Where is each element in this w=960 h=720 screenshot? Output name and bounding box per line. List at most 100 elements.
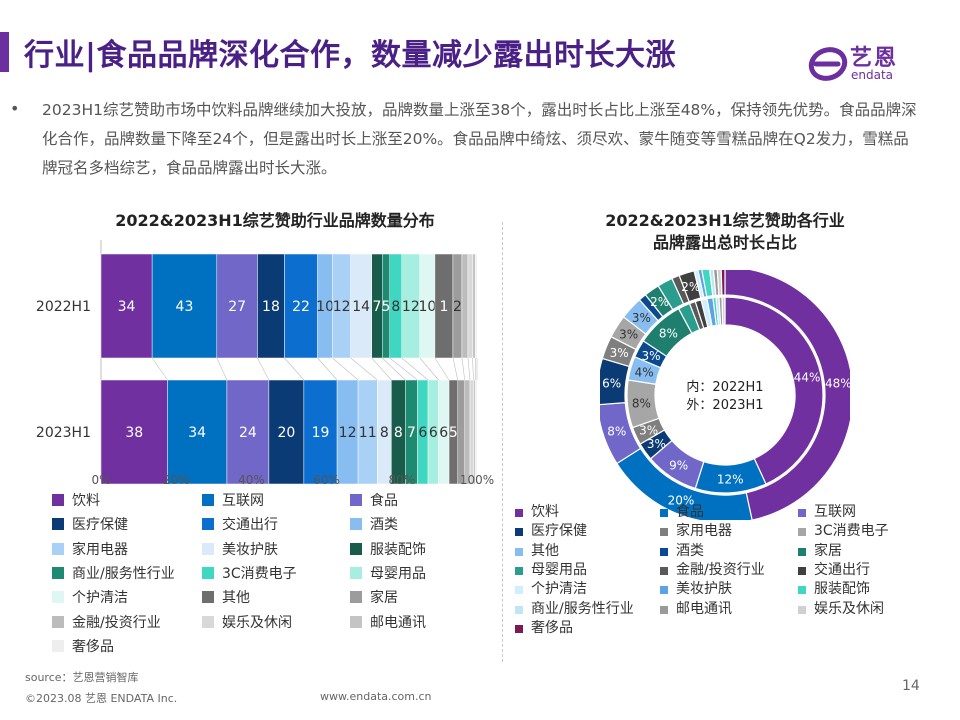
bar-segment xyxy=(268,379,305,485)
bar-series-connector xyxy=(434,357,450,381)
bar-segment xyxy=(467,253,473,359)
donut-slice xyxy=(721,296,726,326)
bar-data-label: 18 xyxy=(262,299,280,315)
donut-legend-item: 其他 xyxy=(515,542,559,560)
bar-legend-item: 娱乐及休闲 xyxy=(202,614,292,632)
bar-segment xyxy=(100,253,153,359)
bar-data-label: 34 xyxy=(118,299,136,315)
donut-legend-swatch xyxy=(798,605,806,614)
bar-legend-label: 商业/服务性行业 xyxy=(72,565,175,582)
bar-x-tick-label: 0% xyxy=(91,473,110,487)
bar-legend-label: 酒类 xyxy=(370,517,398,534)
donut-legend-item: 娱乐及休闲 xyxy=(798,600,884,618)
donut-legend-swatch xyxy=(798,566,806,575)
donut-slice xyxy=(720,270,726,296)
bullet-marker: • xyxy=(10,99,20,118)
donut-legend-item: 邮电通讯 xyxy=(660,600,732,618)
donut-legend-label: 交通出行 xyxy=(814,561,870,578)
bar-legend-item: 食品 xyxy=(350,492,398,510)
donut-legend-label: 邮电通讯 xyxy=(676,600,732,617)
bar-legend-label: 个护清洁 xyxy=(72,590,128,607)
donut-data-label: 3% xyxy=(647,437,666,451)
bar-legend-label: 奢侈品 xyxy=(72,638,114,655)
bar-legend-swatch xyxy=(52,591,64,604)
bar-series-connector xyxy=(389,357,418,381)
bar-legend-label: 3C消费电子 xyxy=(222,565,297,582)
bar-x-tick-label: 40% xyxy=(238,473,265,487)
donut-legend-label: 母婴用品 xyxy=(531,561,587,578)
bar-legend-label: 邮电通讯 xyxy=(370,614,426,631)
bar-series-connector xyxy=(467,357,471,381)
bar-data-label: 11 xyxy=(359,425,377,441)
page-number: 14 xyxy=(902,678,920,694)
donut-legend-label: 商业/服务性行业 xyxy=(531,600,634,617)
donut-center-label: 内：2022H1 xyxy=(686,379,763,395)
bar-data-label: 5 xyxy=(449,425,458,441)
bar-category-label: 2022H1 xyxy=(36,299,91,315)
donut-legend-item: 3C消费电子 xyxy=(798,522,889,540)
bar-legend-item: 酒类 xyxy=(350,516,398,534)
donut-legend-swatch xyxy=(660,586,668,595)
donut-legend-item: 金融/投资行业 xyxy=(660,561,765,579)
bar-legend-swatch xyxy=(52,518,64,531)
donut-legend-item: 商业/服务性行业 xyxy=(515,600,634,618)
bar-segment xyxy=(473,379,476,485)
bar-legend-item: 商业/服务性行业 xyxy=(52,565,175,583)
bar-data-label: 6 xyxy=(429,425,438,441)
bar-legend-swatch xyxy=(52,494,64,506)
bar-data-label: 8 xyxy=(391,299,400,315)
bar-category-label: 2023H1 xyxy=(36,425,91,441)
bar-legend-label: 食品 xyxy=(370,493,398,509)
bar-segment xyxy=(167,379,228,485)
bar-data-label: 10 xyxy=(418,299,436,315)
donut-legend-swatch xyxy=(515,566,523,575)
donut-legend-swatch xyxy=(515,624,523,633)
bar-data-label: 24 xyxy=(239,425,257,441)
bar-series-connector xyxy=(284,357,305,381)
bar-series-connector xyxy=(350,357,378,381)
bar-legend-swatch xyxy=(202,615,214,628)
bar-segment xyxy=(475,379,478,485)
bar-data-label: 12 xyxy=(339,425,357,441)
donut-data-label: 3% xyxy=(641,349,660,363)
donut-legend-item: 酒类 xyxy=(660,542,704,560)
bar-data-label: 6 xyxy=(439,425,448,441)
bar-legend-label: 家用电器 xyxy=(72,541,128,558)
bar-legend-item: 服装配饰 xyxy=(350,541,426,559)
bar-data-label: 10 xyxy=(316,299,334,315)
bar-data-label: 19 xyxy=(312,425,330,441)
donut-legend-swatch xyxy=(660,605,668,614)
bar-x-tick-label: 80% xyxy=(388,473,415,487)
bar-legend-label: 娱乐及休闲 xyxy=(222,614,292,631)
bar-series-connector xyxy=(382,357,406,381)
donut-legend-item: 服装配饰 xyxy=(798,580,870,598)
bar-legend-swatch xyxy=(202,494,214,506)
donut-legend-item: 交通出行 xyxy=(798,561,870,579)
donut-data-label: 3% xyxy=(610,346,629,360)
bar-x-tick-label: 20% xyxy=(163,473,190,487)
bar-legend-swatch xyxy=(52,542,64,555)
bar-segment xyxy=(303,379,338,485)
bar-legend-swatch xyxy=(52,639,64,652)
donut-data-label: 3% xyxy=(619,328,638,342)
bar-data-label: 5 xyxy=(382,299,391,315)
donut-data-label: 44% xyxy=(794,371,821,385)
bar-data-label: 7 xyxy=(407,425,416,441)
logo-text-cn: 艺恩 xyxy=(850,46,899,71)
donut-legend-item: 互联网 xyxy=(798,503,856,521)
bar-legend-label: 服装配饰 xyxy=(370,541,426,558)
donut-legend-item: 医疗保健 xyxy=(515,522,587,540)
donut-legend-label: 互联网 xyxy=(814,504,856,520)
bar-data-label: 12 xyxy=(333,299,351,315)
donut-legend-label: 饮料 xyxy=(531,504,559,520)
bar-data-label: 12 xyxy=(402,299,420,315)
bar-legend-swatch xyxy=(52,615,64,628)
donut-legend-item: 个护清洁 xyxy=(515,580,587,598)
donut-chart-title-line-1: 2022&2023H1综艺赞助各行业 xyxy=(605,211,845,230)
bar-legend-label: 互联网 xyxy=(222,493,264,509)
donut-chart-title-line-2: 品牌露出总时长占比 xyxy=(652,233,797,252)
donut-data-label: 2% xyxy=(650,295,669,309)
bar-data-label: 1 xyxy=(439,299,448,315)
bar-legend-swatch xyxy=(350,566,362,579)
